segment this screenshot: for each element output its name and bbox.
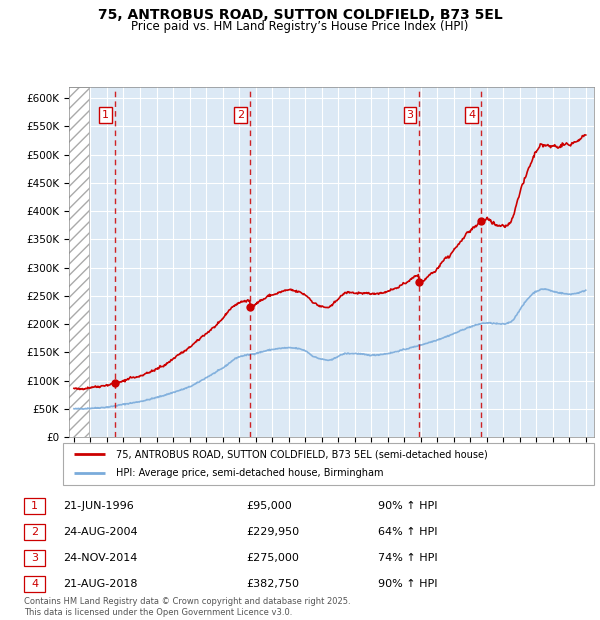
Text: 21-AUG-2018: 21-AUG-2018 (63, 579, 137, 589)
Text: £275,000: £275,000 (246, 553, 299, 563)
Text: Contains HM Land Registry data © Crown copyright and database right 2025.
This d: Contains HM Land Registry data © Crown c… (24, 598, 350, 617)
Text: Price paid vs. HM Land Registry’s House Price Index (HPI): Price paid vs. HM Land Registry’s House … (131, 20, 469, 33)
Text: 1: 1 (102, 110, 109, 120)
Text: 24-NOV-2014: 24-NOV-2014 (63, 553, 137, 563)
Text: 75, ANTROBUS ROAD, SUTTON COLDFIELD, B73 5EL (semi-detached house): 75, ANTROBUS ROAD, SUTTON COLDFIELD, B73… (116, 449, 488, 459)
Text: 4: 4 (31, 579, 38, 589)
Text: 3: 3 (406, 110, 413, 120)
Text: 1: 1 (31, 501, 38, 511)
Text: £382,750: £382,750 (246, 579, 299, 589)
Text: 2: 2 (31, 527, 38, 537)
Text: 2: 2 (237, 110, 244, 120)
Text: £229,950: £229,950 (246, 527, 299, 537)
FancyBboxPatch shape (63, 443, 594, 485)
Text: 24-AUG-2004: 24-AUG-2004 (63, 527, 137, 537)
Text: £95,000: £95,000 (246, 501, 292, 511)
Text: HPI: Average price, semi-detached house, Birmingham: HPI: Average price, semi-detached house,… (116, 469, 383, 479)
Bar (61, 87, 89, 437)
Text: 90% ↑ HPI: 90% ↑ HPI (378, 501, 437, 511)
Text: 3: 3 (31, 553, 38, 563)
Text: 90% ↑ HPI: 90% ↑ HPI (378, 579, 437, 589)
Text: 74% ↑ HPI: 74% ↑ HPI (378, 553, 437, 563)
Text: 75, ANTROBUS ROAD, SUTTON COLDFIELD, B73 5EL: 75, ANTROBUS ROAD, SUTTON COLDFIELD, B73… (98, 8, 502, 22)
Text: 4: 4 (468, 110, 475, 120)
Text: 64% ↑ HPI: 64% ↑ HPI (378, 527, 437, 537)
Text: 21-JUN-1996: 21-JUN-1996 (63, 501, 134, 511)
